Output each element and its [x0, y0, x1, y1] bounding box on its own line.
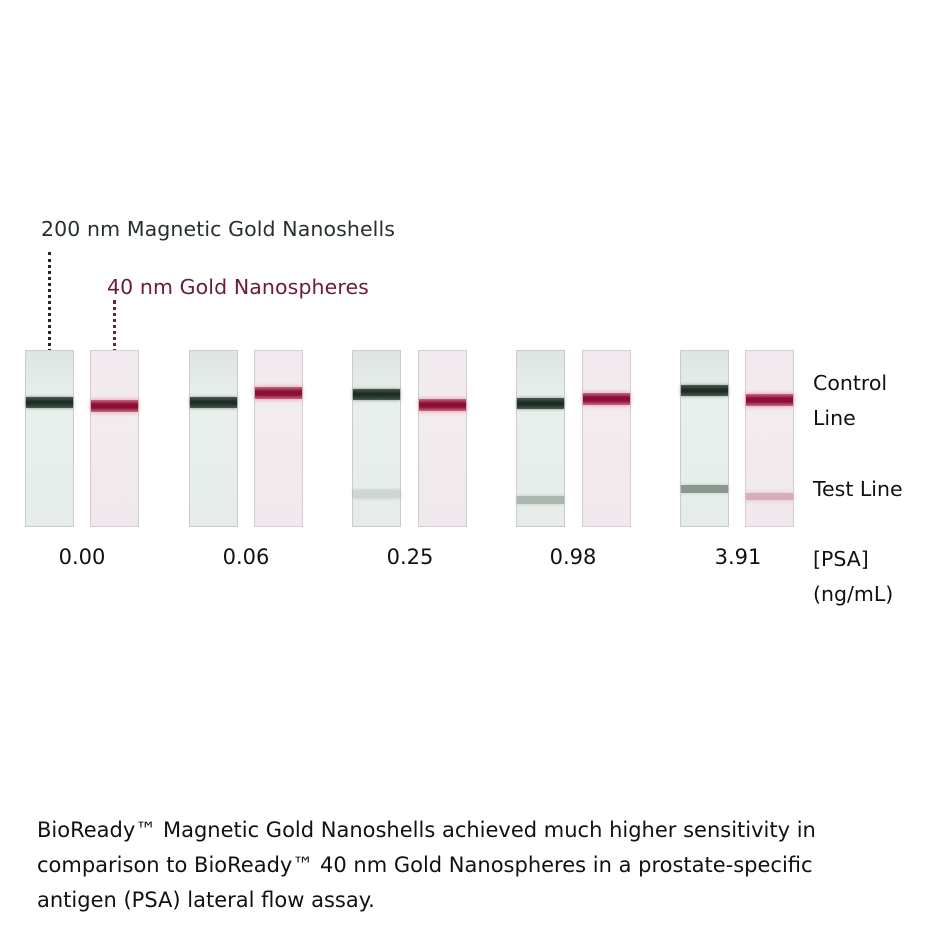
control-line-band — [746, 394, 793, 406]
concentration-label: 0.98 — [549, 545, 597, 569]
psa-axis-label: [PSA] (ng/mL) — [813, 542, 893, 612]
nanosphere-strip-3.91 — [745, 350, 794, 527]
control-line-band — [517, 398, 564, 409]
concentration-label: 3.91 — [714, 545, 762, 569]
test-line-band — [353, 490, 400, 498]
caption-line-2: comparison to BioReady™ 40 nm Gold Nanos… — [37, 853, 813, 877]
concentration-label: 0.00 — [58, 545, 106, 569]
nanosphere-strip-0.98 — [582, 350, 631, 527]
nanosphere-strip-0.06 — [254, 350, 303, 527]
concentration-label: 0.25 — [386, 545, 434, 569]
nanosphere-strip-0.25 — [418, 350, 467, 527]
control-line-label: Control Line — [813, 366, 887, 436]
nanoshell-strip-0.25 — [352, 350, 401, 527]
caption-line-3: antigen (PSA) lateral flow assay. — [37, 888, 375, 912]
concentration-label: 0.06 — [222, 545, 270, 569]
control-line-band — [353, 389, 400, 400]
control-line-band — [681, 385, 728, 396]
nanosphere-strip-0.00 — [90, 350, 139, 527]
nanoshell-strip-3.91 — [680, 350, 729, 527]
control-line-band — [26, 397, 73, 408]
nanoshells-legend-label: 200 nm Magnetic Gold Nanoshells — [41, 217, 396, 241]
nanoshell-strip-0.06 — [189, 350, 238, 527]
nanoshells-leader-line — [48, 252, 51, 400]
control-line-band — [91, 400, 138, 412]
caption-line-1: BioReady™ Magnetic Gold Nanoshells achie… — [37, 818, 816, 842]
test-line-band — [681, 485, 728, 493]
nanoshell-strip-0.98 — [516, 350, 565, 527]
nanoshell-strip-0.00 — [25, 350, 74, 527]
test-line-band — [746, 493, 793, 500]
nanospheres-legend-label: 40 nm Gold Nanospheres — [107, 275, 369, 299]
control-line-label-1: Control — [813, 371, 888, 395]
control-line-band — [583, 393, 630, 405]
test-line-band — [517, 496, 564, 504]
control-line-band — [255, 387, 302, 399]
test-line-label: Test Line — [813, 477, 903, 501]
psa-axis-label-1: [PSA] — [813, 547, 869, 571]
figure-caption: BioReady™ Magnetic Gold Nanoshells achie… — [37, 813, 937, 918]
psa-axis-label-2: (ng/mL) — [813, 582, 894, 606]
control-line-band — [190, 397, 237, 408]
control-line-band — [419, 399, 466, 411]
control-line-label-2: Line — [813, 406, 856, 430]
